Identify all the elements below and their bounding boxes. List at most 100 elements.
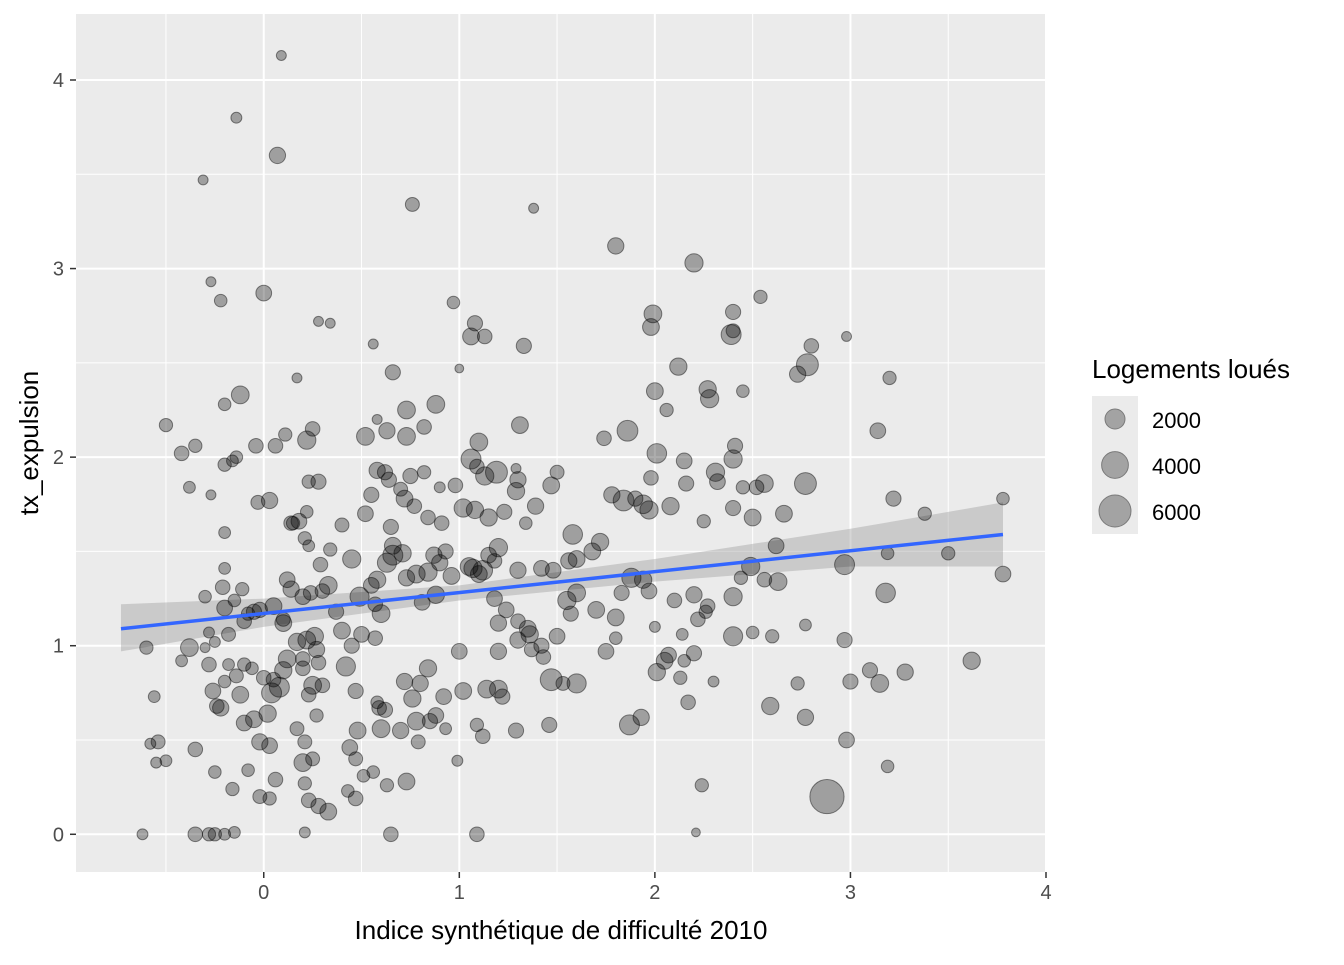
data-point [203, 626, 215, 639]
data-point [384, 364, 401, 381]
data-point [768, 572, 788, 591]
data-point [208, 635, 221, 648]
data-point [882, 370, 897, 386]
data-point [376, 464, 394, 481]
data-point [297, 734, 313, 750]
data-point [260, 491, 279, 510]
data-point [209, 698, 225, 714]
data-point [603, 486, 621, 504]
data-point [241, 763, 255, 777]
data-point [723, 626, 744, 647]
data-point [870, 674, 890, 693]
data-point [560, 552, 578, 570]
data-point [225, 781, 240, 797]
data-point [188, 438, 203, 453]
data-point [659, 402, 674, 418]
data-point [420, 509, 436, 526]
data-point [218, 526, 232, 539]
data-point [278, 571, 296, 589]
data-point [290, 512, 308, 530]
data-point [743, 508, 762, 527]
data-point [333, 621, 351, 640]
data-point [229, 450, 244, 464]
data-point [510, 613, 526, 629]
data-point [485, 460, 508, 484]
data-point [700, 389, 720, 409]
data-point [632, 708, 650, 727]
data-point [348, 721, 367, 740]
data-point [756, 571, 773, 588]
data-point [235, 714, 253, 732]
data-point [474, 728, 491, 745]
data-point [402, 467, 419, 485]
data-point [477, 679, 497, 699]
data-point [303, 675, 323, 695]
y-tick-label: 0 [53, 824, 64, 846]
data-point [725, 323, 741, 339]
data-point [324, 317, 336, 329]
data-point [880, 759, 895, 774]
data-point [841, 330, 852, 342]
data-point [393, 481, 409, 497]
data-point [427, 707, 445, 724]
data-point [411, 674, 429, 693]
data-point [376, 552, 398, 573]
data-point [690, 611, 706, 628]
data-point [723, 587, 743, 607]
data-point [418, 562, 438, 582]
data-point [433, 515, 450, 531]
data-point [799, 618, 812, 632]
data-point [367, 630, 384, 646]
data-point [416, 419, 432, 435]
data-point [523, 641, 540, 658]
data-point [486, 553, 503, 569]
data-point [267, 771, 284, 788]
data-point [795, 353, 819, 377]
data-point [397, 772, 416, 791]
data-point [343, 637, 360, 654]
data-point [403, 689, 422, 708]
data-point [334, 517, 350, 533]
data-point [205, 276, 217, 288]
data-point [469, 565, 488, 583]
data-point [258, 704, 277, 723]
data-point [511, 416, 529, 434]
data-point [228, 668, 244, 684]
data-point [282, 580, 300, 598]
data-point [472, 560, 494, 581]
data-point [733, 570, 749, 585]
data-point [590, 532, 610, 552]
data-point [562, 605, 579, 622]
data-point [235, 582, 250, 597]
data-point [748, 479, 765, 496]
data-point [297, 430, 317, 450]
data-point [549, 464, 565, 480]
data-point [397, 569, 416, 587]
data-point [298, 826, 311, 839]
data-point [299, 505, 314, 519]
data-point [371, 413, 383, 425]
data-point [627, 490, 644, 507]
data-point [307, 640, 326, 659]
data-point [245, 710, 263, 729]
data-point [310, 797, 327, 815]
points-layer [136, 50, 1012, 843]
data-point [297, 776, 312, 791]
legend-size-key [1101, 451, 1129, 479]
data-point [515, 337, 532, 354]
data-point [725, 303, 742, 321]
legend-size-key [1104, 408, 1126, 430]
data-point [295, 660, 311, 677]
data-point [548, 627, 566, 645]
data-point [698, 604, 713, 619]
data-point [539, 668, 563, 692]
data-point [421, 713, 439, 730]
data-point [150, 734, 166, 750]
data-point [675, 628, 689, 641]
data-point [404, 196, 420, 212]
data-point [383, 826, 399, 843]
data-point [699, 598, 716, 614]
data-point [237, 657, 252, 672]
data-point [302, 539, 316, 553]
data-point [643, 304, 663, 324]
